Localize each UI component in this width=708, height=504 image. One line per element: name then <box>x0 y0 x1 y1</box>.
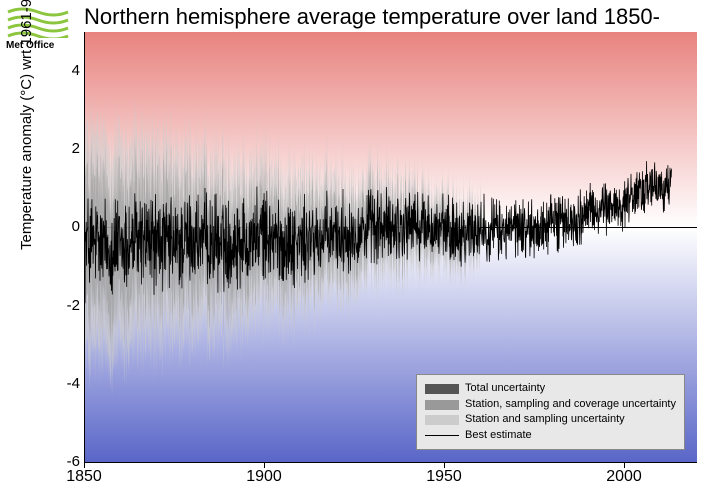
y-tick-label: 4 <box>72 63 80 78</box>
legend: Total uncertaintyStation, sampling and c… <box>416 374 685 450</box>
logo-waves-icon <box>6 6 70 38</box>
x-tick-label: 1950 <box>426 468 462 486</box>
legend-item: Station, sampling and coverage uncertain… <box>425 397 676 412</box>
legend-label: Best estimate <box>465 428 532 443</box>
legend-swatch <box>425 400 459 410</box>
y-tick-label: -4 <box>67 376 80 391</box>
legend-swatch <box>425 435 459 436</box>
legend-label: Station, sampling and coverage uncertain… <box>465 397 676 412</box>
legend-label: Total uncertainty <box>465 381 545 396</box>
y-tick-label: -2 <box>67 298 80 313</box>
legend-swatch <box>425 415 459 425</box>
y-tick-label: -6 <box>67 454 80 469</box>
legend-item: Best estimate <box>425 428 676 443</box>
x-tick-label: 1900 <box>246 468 282 486</box>
logo-text: Met Office <box>6 40 76 51</box>
y-tick-label: 2 <box>72 141 80 156</box>
legend-item: Station and sampling uncertainty <box>425 412 676 427</box>
met-office-logo: Met Office <box>6 6 76 51</box>
plot-area: Total uncertaintyStation, sampling and c… <box>84 32 697 463</box>
x-tick-label: 1850 <box>66 468 102 486</box>
legend-label: Station and sampling uncertainty <box>465 412 625 427</box>
y-tick-label: 0 <box>72 219 80 234</box>
legend-swatch <box>425 384 459 394</box>
x-tick-label: 2000 <box>606 468 642 486</box>
y-axis-label: Temperature anomaly (°C) wrt 1961-90 <box>18 0 35 250</box>
legend-item: Total uncertainty <box>425 381 676 396</box>
